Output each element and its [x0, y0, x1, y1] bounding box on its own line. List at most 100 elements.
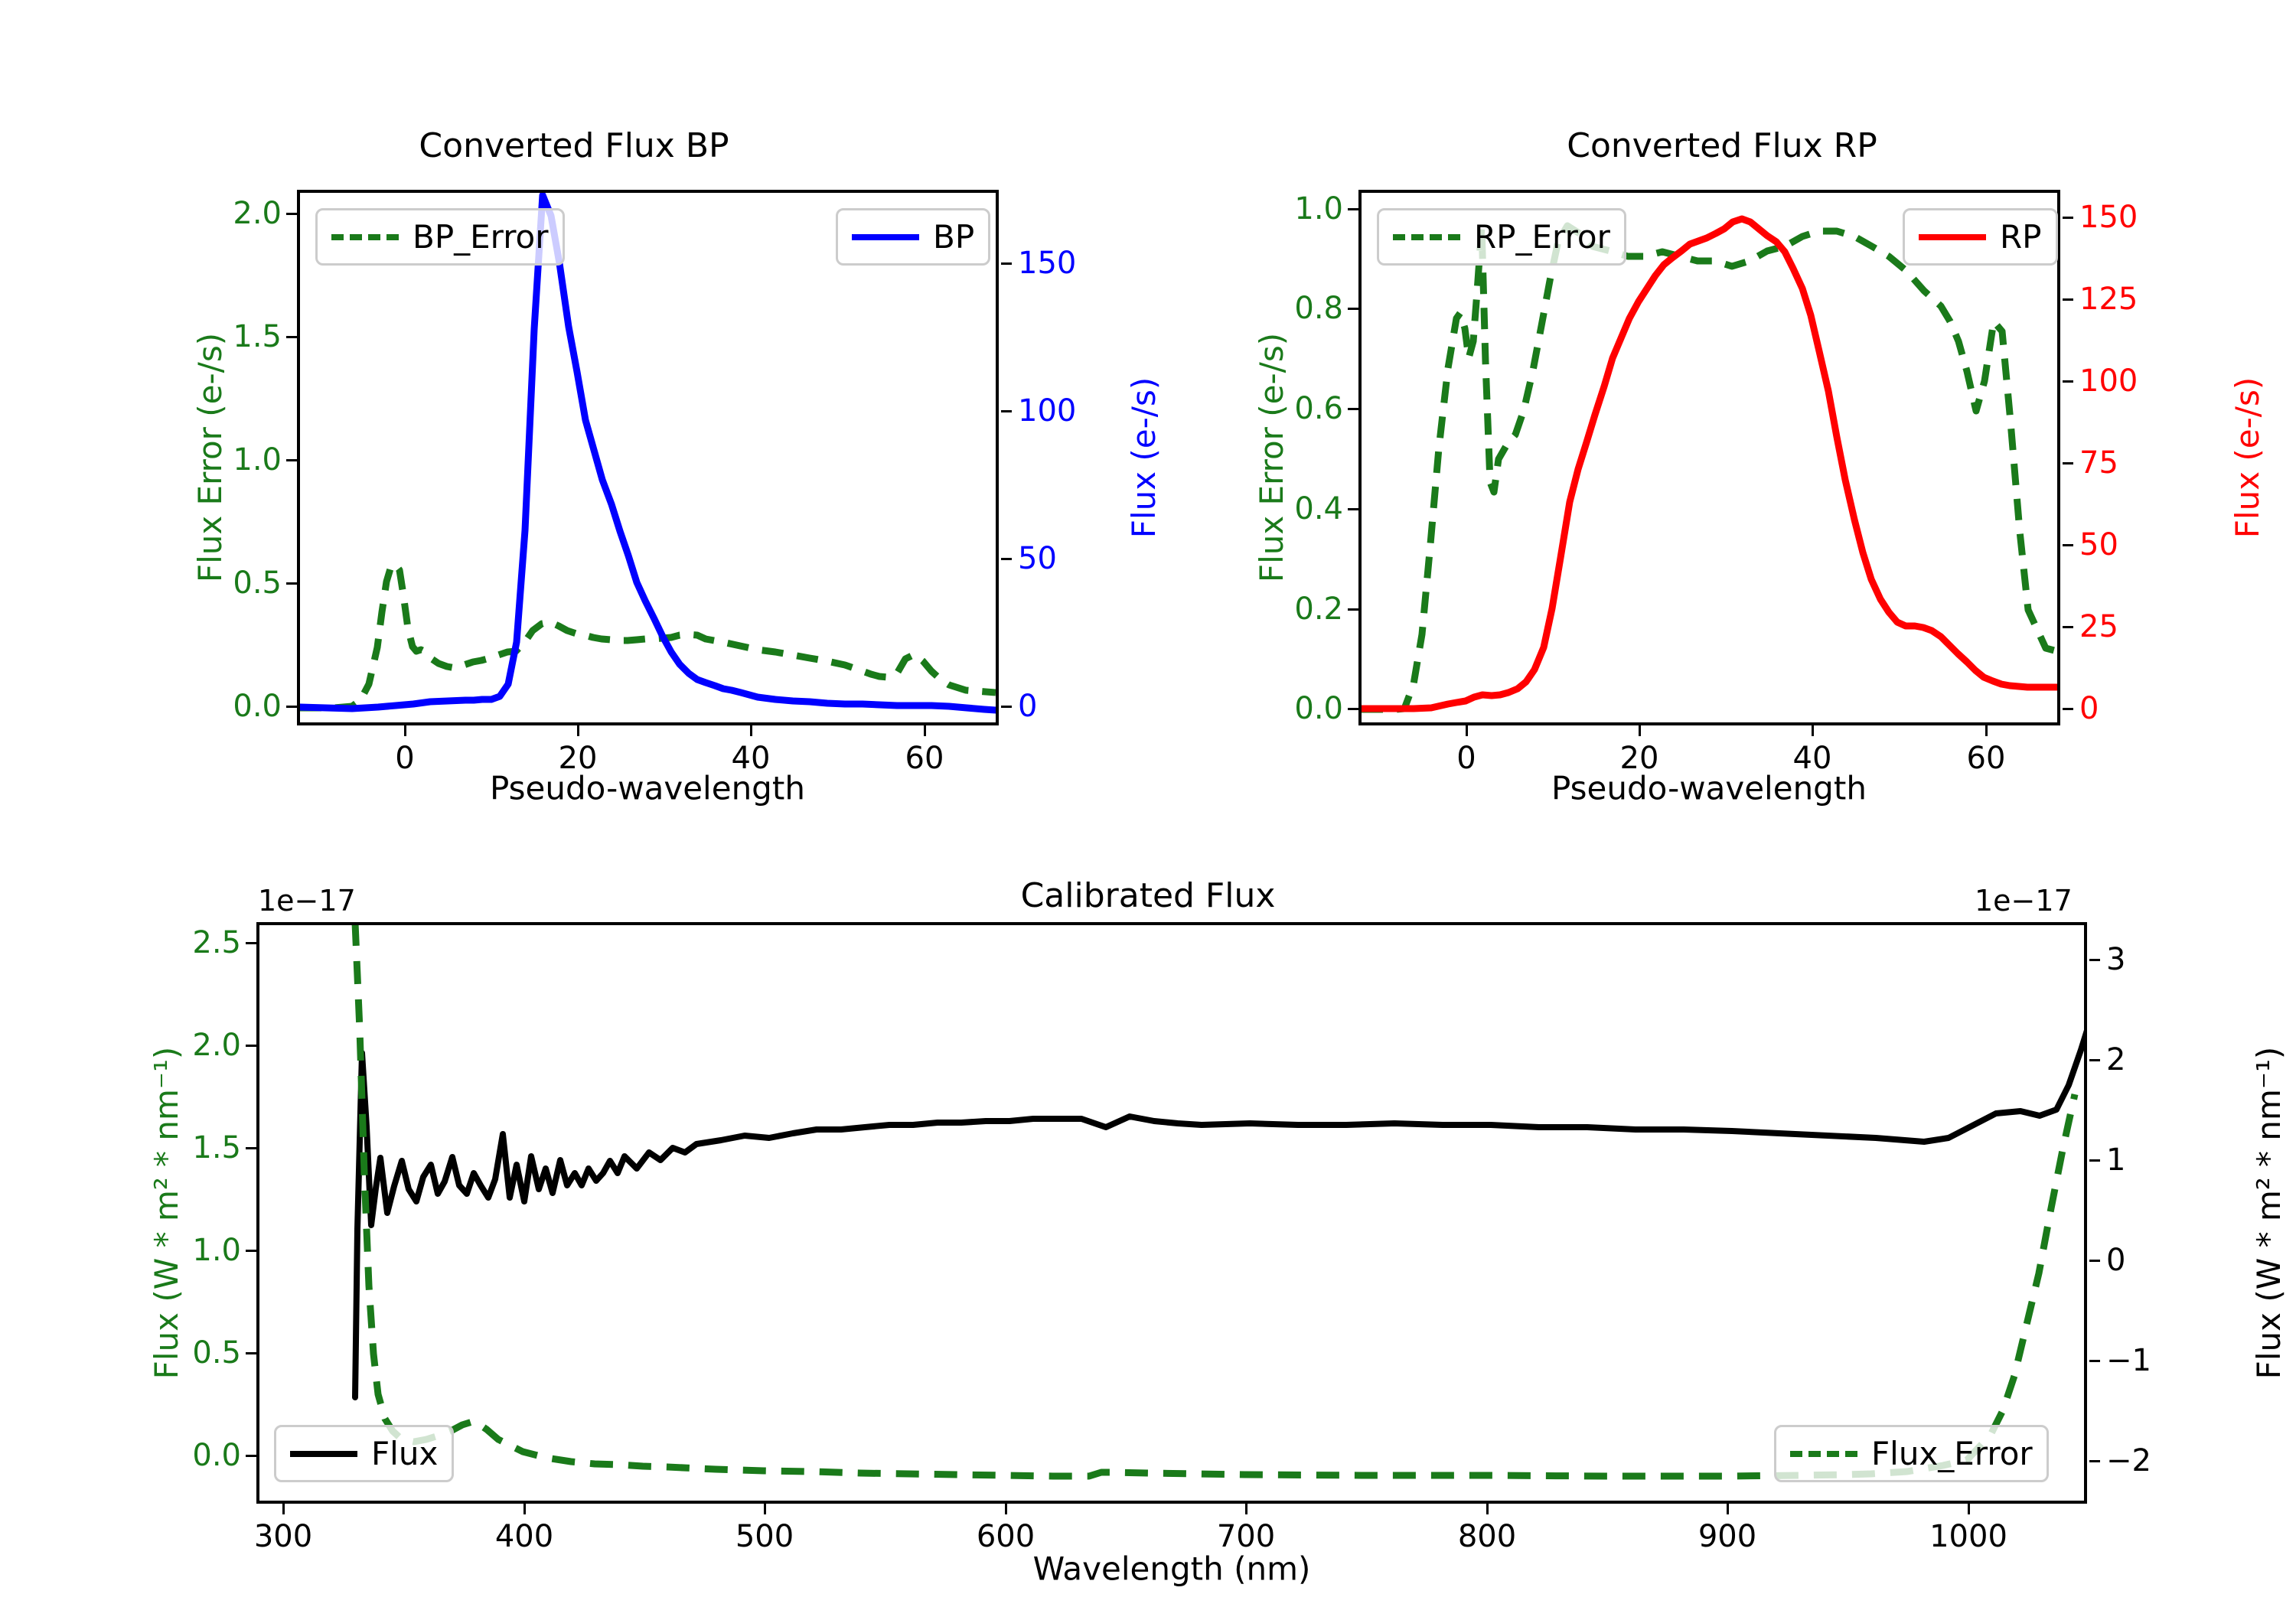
rp-ytick-right-6: 150: [2079, 200, 2138, 235]
rp-ytick-right-2: 50: [2079, 527, 2118, 562]
cal-xtick-5: 800: [1457, 1519, 1517, 1554]
bp-ytick-mark-right: [1001, 262, 1012, 265]
bp-ytick-mark-right: [1001, 558, 1012, 560]
calibrated-flux-legend-label: Flux: [371, 1435, 439, 1472]
rp-xaxis-label: Pseudo-wavelength: [1551, 769, 1867, 807]
cal-ytick-mark-right: [2089, 1059, 2100, 1061]
rp-ytick-mark-left: [1348, 408, 1358, 410]
panel-converted-flux-bp: Converted Flux BP 0.0 0.5 1.0 1.5 2.0 0 …: [0, 0, 1163, 811]
cal-ytick-left-3: 1.5: [192, 1130, 241, 1165]
rp-ytick-mark-right: [2063, 626, 2073, 628]
rp-xtick-mark: [1985, 725, 1988, 736]
cal-ytick-right-1: −1: [2106, 1343, 2151, 1378]
calibrated-flux-curve: [352, 1029, 2084, 1400]
bp-flux-curve: [300, 193, 996, 714]
bp-xaxis-label: Pseudo-wavelength: [490, 769, 805, 807]
calibrated-flux-error-curve: [351, 925, 2079, 1480]
bp-xtick-mark: [750, 725, 752, 736]
rp-ytick-right-0: 0: [2079, 691, 2099, 726]
rp-error-legend-label: RP_Error: [1474, 218, 1610, 256]
panel-calibrated-flux: Calibrated Flux 1e−17 1e−17 0.0 0.5 1.0 …: [0, 811, 2296, 1607]
calibrated-curve-layer: [351, 925, 2084, 1480]
rp-legend-flux[interactable]: RP: [1903, 208, 2058, 266]
rp-error-legend-swatch: [1393, 233, 1460, 240]
bp-error-legend-label: BP_Error: [413, 218, 549, 256]
bp-legend-error[interactable]: BP_Error: [315, 208, 565, 266]
cal-ytick-mark-right: [2089, 1159, 2100, 1162]
rp-ytick-mark-left: [1348, 508, 1358, 510]
rp-legend-error[interactable]: RP_Error: [1377, 208, 1626, 266]
cal-xtick-0: 300: [253, 1519, 313, 1554]
rp-flux-legend-swatch: [1919, 233, 1986, 240]
bp-xtick-mark: [924, 725, 926, 736]
cal-ytick-left-2: 1.0: [192, 1233, 241, 1268]
cal-ytick-mark-left: [246, 1045, 256, 1047]
rp-error-curve: [1362, 222, 2057, 713]
bp-ytick-left-0: 0.0: [233, 689, 282, 724]
bp-curve-layer: [300, 193, 996, 714]
bp-error-curve: [300, 560, 996, 712]
bp-xtick-2: 40: [731, 741, 771, 776]
bp-axes-frame: [297, 190, 999, 725]
rp-ytick-right-1: 25: [2079, 609, 2118, 644]
cal-xtick-mark: [1486, 1504, 1489, 1514]
rp-ytick-mark-right: [2063, 298, 2073, 301]
cal-ytick-mark-right: [2089, 1260, 2100, 1262]
cal-xtick-6: 900: [1698, 1519, 1757, 1554]
bp-ytick-left-4: 2.0: [233, 196, 282, 231]
rp-ytick-mark-right: [2063, 380, 2073, 383]
rp-ytick-left-2: 0.4: [1294, 491, 1343, 526]
bp-ytick-left-2: 1.0: [233, 442, 282, 478]
rp-ytick-mark-right: [2063, 544, 2073, 546]
cal-xtick-mark: [1968, 1504, 1970, 1514]
cal-ytick-left-1: 0.5: [192, 1335, 241, 1371]
cal-ytick-mark-left: [246, 1147, 256, 1149]
rp-xtick-mark: [1639, 725, 1641, 736]
bp-ytick-mark-left: [286, 336, 297, 338]
calibrated-axes-frame: [256, 922, 2087, 1504]
rp-ytick-left-4: 0.8: [1294, 291, 1343, 326]
cal-ytick-left-5: 2.5: [192, 925, 241, 960]
rp-xtick-mark: [1812, 725, 1814, 736]
calibrated-legend-flux-error[interactable]: Flux_Error: [1774, 1425, 2049, 1482]
bp-ytick-mark-left: [286, 213, 297, 215]
cal-xtick-mark: [1727, 1504, 1729, 1514]
cal-ytick-mark-left: [246, 942, 256, 944]
rp-ytick-right-3: 75: [2079, 445, 2118, 481]
rp-ytick-left-1: 0.2: [1294, 592, 1343, 627]
calibrated-legend-flux[interactable]: Flux: [274, 1425, 455, 1482]
cal-ytick-mark-right: [2089, 959, 2100, 961]
bp-xtick-mark: [404, 725, 406, 736]
calibrated-flux-legend-swatch: [290, 1450, 357, 1457]
bp-flux-legend-swatch: [852, 233, 919, 240]
rp-flux-legend-label: RP: [2000, 218, 2042, 256]
bp-xtick-0: 0: [395, 741, 415, 776]
rp-ytick-left-0: 0.0: [1294, 691, 1343, 726]
rp-ytick-left-5: 1.0: [1294, 191, 1343, 227]
cal-ytick-right-4: 2: [2106, 1042, 2126, 1077]
cal-xtick-mark: [1005, 1504, 1007, 1514]
cal-ytick-left-0: 0.0: [192, 1438, 241, 1473]
cal-ytick-right-3: 1: [2106, 1143, 2126, 1178]
rp-curve-layer: [1362, 215, 2057, 713]
cal-xtick-1: 400: [494, 1519, 554, 1554]
calibrated-panel-title: Calibrated Flux: [1020, 876, 1276, 915]
rp-ytick-left-3: 0.6: [1294, 391, 1343, 426]
bp-xtick-mark: [577, 725, 579, 736]
bp-ytick-mark-left: [286, 459, 297, 461]
cal-ytick-left-4: 2.0: [192, 1028, 241, 1063]
bp-ytick-left-3: 1.5: [233, 319, 282, 354]
bp-legend-flux[interactable]: BP: [836, 208, 991, 266]
calibrated-offset-left: 1e−17: [258, 884, 356, 918]
bp-xtick-3: 60: [905, 741, 944, 776]
bp-ytick-right-2: 100: [1018, 393, 1077, 429]
rp-ytick-mark-left: [1348, 308, 1358, 310]
cal-ytick-mark-left: [246, 1455, 256, 1457]
cal-xtick-mark: [282, 1504, 285, 1514]
bp-panel-title: Converted Flux BP: [419, 126, 729, 165]
cal-ytick-right-5: 3: [2106, 942, 2126, 977]
rp-xtick-3: 60: [1966, 741, 2006, 776]
bp-ytick-mark-right: [1001, 706, 1012, 708]
bp-ytick-mark-right: [1001, 410, 1012, 412]
